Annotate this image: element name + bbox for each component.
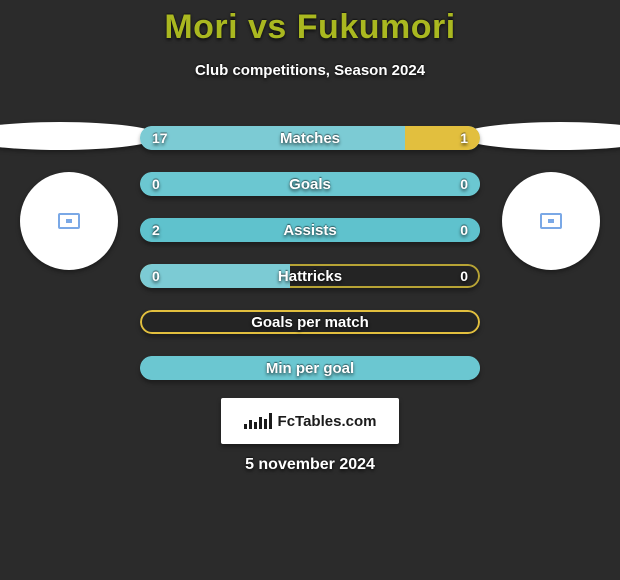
stat-bars: Matches171Goals00Assists20Hattricks00Goa…: [140, 126, 480, 402]
stat-row: Goals0 0: [140, 172, 480, 196]
brand-text: FcTables.com: [278, 413, 377, 430]
stat-row: Assists2 0: [140, 218, 480, 242]
stat-label: Goals: [140, 172, 480, 196]
player-right-ellipse: [460, 122, 620, 150]
stat-label: Matches: [140, 126, 480, 150]
player-left-ellipse: [0, 122, 160, 150]
subtitle: Club competitions, Season 2024: [0, 62, 620, 79]
player-right-avatar: [502, 172, 600, 270]
brand-bars-icon: [244, 413, 272, 429]
stat-row: Min per goal: [140, 356, 480, 380]
stat-right-value: 0: [460, 218, 468, 242]
player-right-badge-icon: [540, 213, 562, 229]
stat-left-value: 17: [152, 126, 168, 150]
stat-left-value: 0: [152, 264, 160, 288]
stat-left-value: 2: [152, 218, 160, 242]
stat-right-value: 1: [460, 126, 468, 150]
stat-label: Assists: [140, 218, 480, 242]
stat-right-value: 0: [460, 172, 468, 196]
stat-label: Hattricks: [140, 264, 480, 288]
player-left-avatar: [20, 172, 118, 270]
brand-badge: FcTables.com: [221, 398, 399, 444]
stat-left-value: 0: [152, 172, 160, 196]
stat-right-value: 0: [460, 264, 468, 288]
stat-label: Min per goal: [140, 356, 480, 380]
date-label: 5 november 2024: [0, 456, 620, 474]
stat-row: Matches17 1: [140, 126, 480, 150]
stat-row: Goals per match: [140, 310, 480, 334]
player-left-badge-icon: [58, 213, 80, 229]
stat-label: Goals per match: [140, 310, 480, 334]
stat-row: Hattricks0 0: [140, 264, 480, 288]
page-title: Mori vs Fukumori: [0, 0, 620, 47]
